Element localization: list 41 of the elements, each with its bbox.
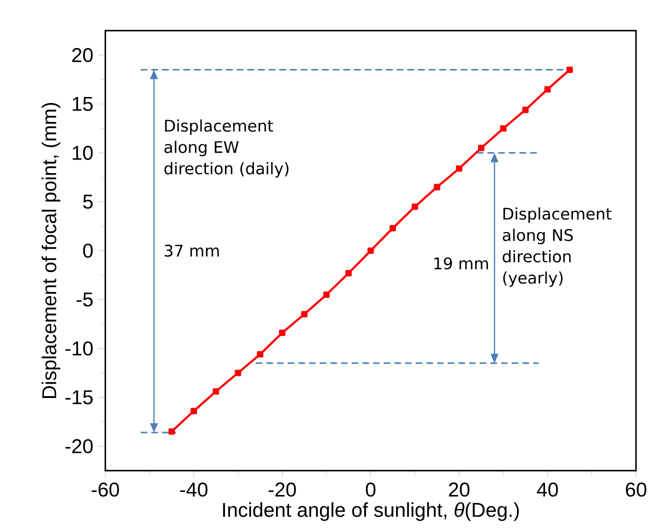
- point: [279, 330, 286, 336]
- x-tick-label: -60: [92, 482, 119, 497]
- x-tick-label: 20: [449, 482, 470, 497]
- point: [234, 370, 242, 376]
- point: [500, 125, 507, 132]
- y-tick-label: -10: [65, 341, 93, 356]
- y-tick-label: 15: [72, 97, 93, 111]
- point: [478, 144, 484, 152]
- x-tick-label: 60: [626, 482, 646, 497]
- x-tick-label: 0: [366, 482, 376, 497]
- y-tick-label: 20: [72, 48, 93, 62]
- point: [190, 408, 197, 414]
- point: [434, 184, 440, 190]
- x-axis-title: Incident angle of sunlight, θ(Deg.): [223, 502, 519, 521]
- point: [323, 291, 330, 298]
- annotation: Displacement along EW direction (daily): [164, 119, 288, 178]
- annotation: 37 mm: [164, 244, 219, 257]
- point: [301, 311, 308, 318]
- y-tick-label: -20: [65, 439, 93, 454]
- annotation: 19 mm: [434, 257, 488, 270]
- x-tick-label: 40: [536, 482, 558, 497]
- point: [367, 247, 374, 254]
- y-tick-label: -15: [65, 390, 93, 404]
- point: [412, 203, 418, 210]
- point: [566, 66, 573, 73]
- y-tick-label: 5: [83, 194, 93, 209]
- point: [168, 428, 175, 435]
- y-tick-label: -5: [76, 292, 93, 307]
- y-tick-label: 10: [72, 146, 93, 160]
- point: [544, 86, 551, 93]
- y-tick-label: 0: [83, 244, 93, 258]
- point: [212, 388, 220, 395]
- point: [345, 270, 352, 276]
- point: [256, 351, 264, 358]
- x-tick-label: -20: [268, 482, 296, 497]
- x-tick-label: -40: [180, 482, 208, 497]
- point: [522, 106, 529, 114]
- annotation: Displacement along NS direction (yearly): [502, 207, 612, 287]
- point: [456, 165, 462, 172]
- point: [390, 224, 396, 232]
- y-axis-title: Displacement of focal point, (mm): [42, 103, 60, 398]
